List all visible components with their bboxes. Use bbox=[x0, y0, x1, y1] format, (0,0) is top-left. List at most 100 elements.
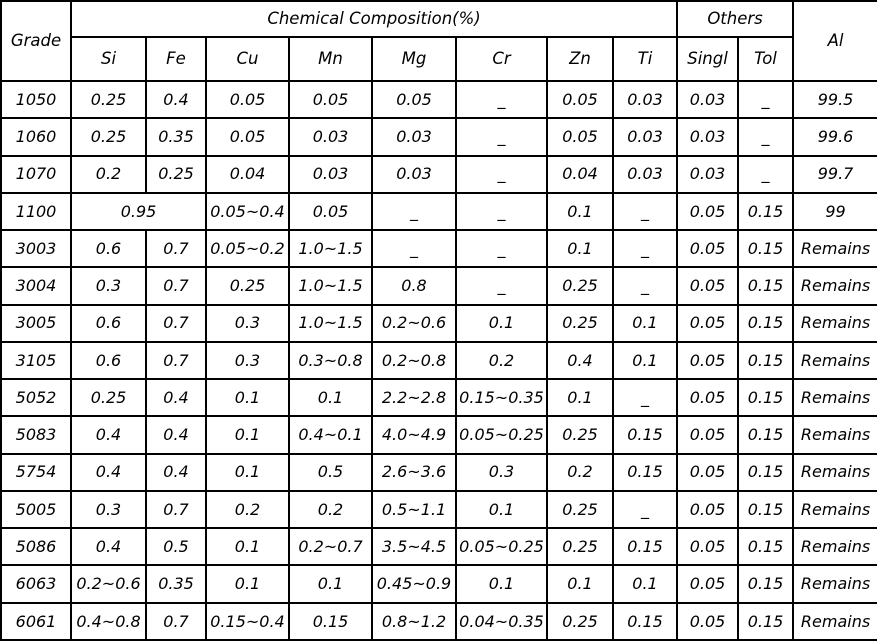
value-cell: Remains bbox=[792, 303, 877, 343]
value-cell: Remains bbox=[792, 452, 877, 492]
value-cell: 0.05 bbox=[546, 117, 614, 157]
value-cell: 0.03 bbox=[611, 117, 679, 157]
value-cell: 0.15 bbox=[737, 229, 795, 269]
value-cell: 99.7 bbox=[792, 154, 877, 194]
value-cell: 0.03 bbox=[288, 154, 373, 194]
value-cell: _ bbox=[611, 378, 679, 418]
value-cell: 3.5~4.5 bbox=[371, 527, 457, 567]
value-cell: 0.03 bbox=[611, 154, 679, 194]
value-cell: Remains bbox=[792, 489, 877, 530]
value-cell: 0.1 bbox=[611, 303, 679, 343]
table-row: 6061 0.4~0.8 0.7 0.15~0.4 0.15 0.8~1.2 0.04~0.… bbox=[0, 601, 877, 641]
value-cell: 4.0~4.9 bbox=[371, 415, 457, 455]
value-cell: _ bbox=[611, 266, 679, 306]
header-chemical-composition: Chemical Composition(%) bbox=[69, 0, 679, 38]
value-cell: 0.7 bbox=[145, 303, 207, 343]
value-cell: 0.3~0.8 bbox=[288, 340, 373, 381]
value-cell: 0.4~0.8 bbox=[70, 601, 147, 641]
grade-cell: 5005 bbox=[0, 489, 72, 530]
value-cell: Remains bbox=[792, 229, 877, 269]
table-row: 1070 0.2 0.25 0.04 0.03 0.03 _ 0.04 0.03 0.03 _ 99.… bbox=[0, 154, 877, 194]
grade-cell: 1050 bbox=[0, 79, 72, 120]
value-cell: 0.03 bbox=[611, 79, 679, 120]
header-singl: Singl bbox=[676, 36, 740, 82]
value-cell: 0.25 bbox=[546, 489, 614, 530]
value-cell: 0.15 bbox=[611, 452, 679, 492]
value-cell: 0.3 bbox=[455, 452, 548, 492]
table-row: 1100 0.95 0.05~0.4 0.05 _ _ 0.1 _ 0.05 0.15 99 bbox=[0, 191, 877, 232]
grade-cell: 1070 bbox=[0, 154, 72, 194]
grade-cell: 3003 bbox=[0, 229, 72, 269]
value-cell: 0.1 bbox=[455, 564, 548, 604]
table-row: 5052 0.25 0.4 0.1 0.1 2.2~2.8 0.15~0.35 0.1 _ 0.0… bbox=[0, 378, 877, 418]
grade-cell: 5086 bbox=[0, 527, 72, 567]
value-cell: 2.6~3.6 bbox=[371, 452, 457, 492]
header-zn: Zn bbox=[546, 36, 614, 82]
value-cell: 0.7 bbox=[145, 489, 207, 530]
value-cell: 0.05 bbox=[288, 79, 373, 120]
value-cell: 0.15 bbox=[737, 527, 795, 567]
value-cell: 0.1 bbox=[611, 340, 679, 381]
header-si: Si bbox=[70, 36, 147, 82]
value-cell: 0.3 bbox=[70, 489, 147, 530]
value-cell: 0.05~0.25 bbox=[455, 415, 548, 455]
table-row: 6063 0.2~0.6 0.35 0.1 0.1 0.45~0.9 0.1 0.1 0.1 0.… bbox=[0, 564, 877, 604]
grade-cell: 5083 bbox=[0, 415, 72, 455]
value-cell: 0.05~0.25 bbox=[455, 527, 548, 567]
value-cell: 0.04~0.35 bbox=[455, 601, 548, 641]
header-fe: Fe bbox=[145, 36, 207, 82]
value-cell: 0.05 bbox=[676, 601, 740, 641]
value-cell: 0.6 bbox=[70, 340, 147, 381]
value-cell: 0.7 bbox=[145, 601, 207, 641]
value-cell: 0.2 bbox=[455, 340, 548, 381]
value-cell: _ bbox=[455, 117, 548, 157]
value-cell: 0.15 bbox=[611, 415, 679, 455]
table-row: 3105 0.6 0.7 0.3 0.3~0.8 0.2~0.8 0.2 0.4 0.1 0.05… bbox=[0, 340, 877, 381]
value-cell: 99.5 bbox=[792, 79, 877, 120]
header-tol: Tol bbox=[737, 36, 795, 82]
value-cell: 0.4 bbox=[70, 452, 147, 492]
value-cell: 0.05 bbox=[288, 191, 373, 232]
table-row: 3005 0.6 0.7 0.3 1.0~1.5 0.2~0.6 0.1 0.25 0.1 0.0… bbox=[0, 303, 877, 343]
value-cell: 0.15 bbox=[737, 340, 795, 381]
value-cell: 0.15 bbox=[737, 303, 795, 343]
table-row: 5083 0.4 0.4 0.1 0.4~0.1 4.0~4.9 0.05~0.25 0.25… bbox=[0, 415, 877, 455]
value-cell: _ bbox=[455, 191, 548, 232]
value-cell: 99.6 bbox=[792, 117, 877, 157]
value-cell: _ bbox=[611, 229, 679, 269]
value-cell: 0.8~1.2 bbox=[371, 601, 457, 641]
header-cu: Cu bbox=[205, 36, 290, 82]
value-cell: 0.35 bbox=[145, 564, 207, 604]
value-cell: 0.4 bbox=[145, 415, 207, 455]
value-cell: 0.2 bbox=[288, 489, 373, 530]
value-cell: 0.45~0.9 bbox=[371, 564, 457, 604]
value-cell: Remains bbox=[792, 340, 877, 381]
value-cell: 0.04 bbox=[205, 154, 290, 194]
value-cell: 99 bbox=[792, 191, 877, 232]
grade-cell: 5754 bbox=[0, 452, 72, 492]
value-cell: _ bbox=[455, 229, 548, 269]
value-cell: 1.0~1.5 bbox=[288, 303, 373, 343]
value-cell: 0.1 bbox=[546, 564, 614, 604]
value-cell: 0.03 bbox=[676, 79, 740, 120]
value-cell: 0.25 bbox=[546, 415, 614, 455]
value-cell: 0.25 bbox=[70, 79, 147, 120]
table-row: 1050 0.25 0.4 0.05 0.05 0.05 _ 0.05 0.03 0.03 _ 99.… bbox=[0, 79, 877, 120]
value-cell: Remains bbox=[792, 564, 877, 604]
value-cell: Remains bbox=[792, 266, 877, 306]
header-mn: Mn bbox=[288, 36, 373, 82]
value-cell: 0.25 bbox=[70, 378, 147, 418]
value-cell: 0.25 bbox=[145, 154, 207, 194]
value-cell: 0.1 bbox=[205, 378, 290, 418]
grade-cell: 3105 bbox=[0, 340, 72, 381]
value-cell: 0.15 bbox=[737, 415, 795, 455]
value-cell: 0.25 bbox=[546, 266, 614, 306]
value-cell: 0.8 bbox=[371, 266, 457, 306]
grade-cell: 3004 bbox=[0, 266, 72, 306]
value-cell: 0.03 bbox=[676, 154, 740, 194]
value-cell: 0.5~1.1 bbox=[371, 489, 457, 530]
value-cell: 0.2~0.8 bbox=[371, 340, 457, 381]
value-cell: 0.15 bbox=[737, 266, 795, 306]
table-row: 1060 0.25 0.35 0.05 0.03 0.03 _ 0.05 0.03 0.03 _ 99… bbox=[0, 117, 877, 157]
